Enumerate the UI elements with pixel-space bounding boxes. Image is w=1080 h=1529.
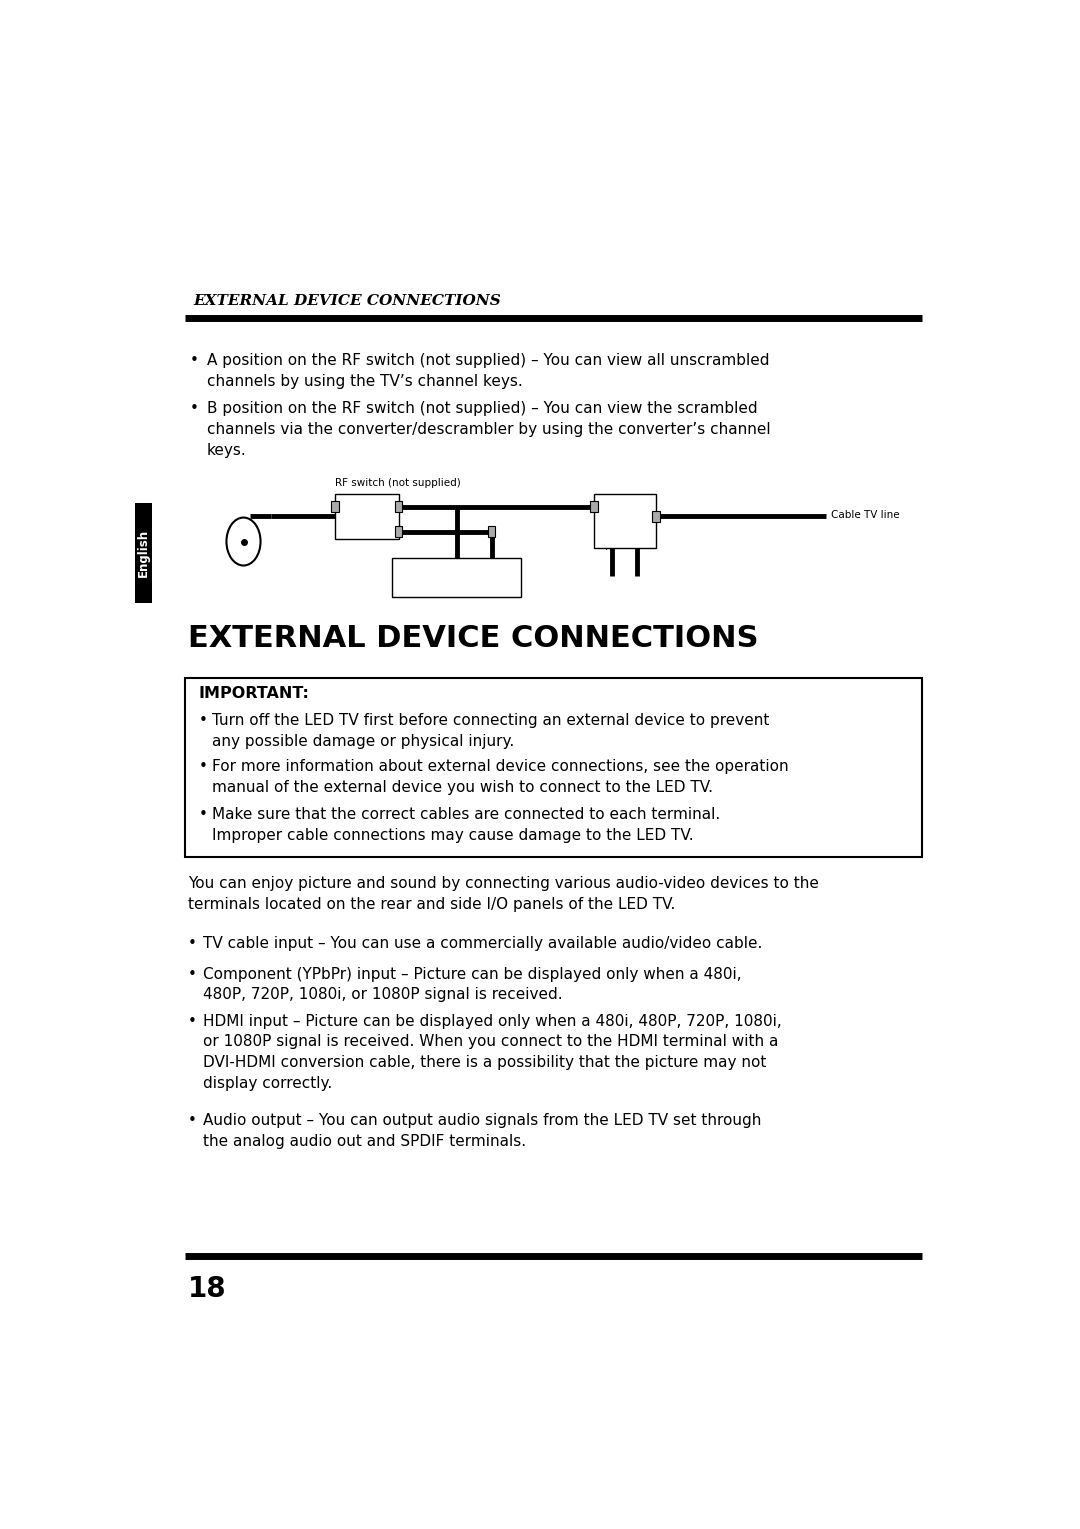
Bar: [135, 503, 152, 602]
Text: •: •: [189, 353, 198, 368]
Text: keys.: keys.: [207, 443, 247, 459]
Text: EXTERNAL DEVICE CONNECTIONS: EXTERNAL DEVICE CONNECTIONS: [188, 624, 758, 653]
Bar: [590, 502, 597, 512]
Text: Turn off the LED TV first before connecting an external device to prevent: Turn off the LED TV first before connect…: [213, 713, 770, 728]
Bar: [488, 526, 496, 537]
Text: •: •: [199, 760, 207, 775]
Text: DVI-HDMI conversion cable, there is a possibility that the picture may not: DVI-HDMI conversion cable, there is a po…: [203, 1055, 767, 1070]
Text: terminals located on the rear and side I/O panels of the LED TV.: terminals located on the rear and side I…: [188, 898, 675, 913]
Text: •: •: [189, 402, 198, 416]
Text: RF switch (not supplied): RF switch (not supplied): [335, 477, 461, 488]
Text: display correctly.: display correctly.: [203, 1076, 333, 1090]
Text: IN: IN: [379, 512, 388, 520]
Text: manual of the external device you wish to connect to the LED TV.: manual of the external device you wish t…: [213, 780, 714, 795]
Text: OUT: OUT: [340, 514, 355, 520]
Text: Improper cable connections may cause damage to the LED TV.: Improper cable connections may cause dam…: [213, 829, 694, 842]
Text: B: B: [368, 529, 376, 538]
Bar: [594, 494, 656, 547]
Text: or 1080P signal is received. When you connect to the HDMI terminal with a: or 1080P signal is received. When you co…: [203, 1034, 779, 1049]
Bar: [332, 502, 339, 512]
Text: Cable TV line: Cable TV line: [831, 509, 900, 520]
Bar: [394, 526, 403, 537]
Bar: [394, 502, 403, 512]
Bar: [392, 558, 521, 596]
Text: any possible damage or physical injury.: any possible damage or physical injury.: [213, 734, 515, 749]
Text: IMPORTANT:: IMPORTANT:: [199, 685, 310, 700]
Text: A position on the RF switch (not supplied) – You can view all unscrambled: A position on the RF switch (not supplie…: [207, 353, 770, 368]
Bar: [186, 677, 921, 858]
Text: 480P, 720P, 1080i, or 1080P signal is received.: 480P, 720P, 1080i, or 1080P signal is re…: [203, 988, 563, 1003]
Text: TV cable input – You can use a commercially available audio/video cable.: TV cable input – You can use a commercia…: [203, 936, 762, 951]
Text: •: •: [188, 936, 197, 951]
Text: B position on the RF switch (not supplied) – You can view the scrambled: B position on the RF switch (not supplie…: [207, 402, 758, 416]
Text: •: •: [188, 1113, 197, 1128]
Text: Cable TV
converter/descrambler
(Not supplied): Cable TV converter/descrambler (Not supp…: [394, 561, 498, 592]
Text: •: •: [188, 966, 197, 982]
Text: EXTERNAL DEVICE CONNECTIONS: EXTERNAL DEVICE CONNECTIONS: [193, 294, 501, 307]
Text: •: •: [199, 713, 207, 728]
Text: HDMI input – Picture can be displayed only when a 480i, 480P, 720P, 1080i,: HDMI input – Picture can be displayed on…: [203, 1014, 782, 1029]
Text: For more information about external device connections, see the operation: For more information about external devi…: [213, 760, 789, 775]
Text: Make sure that the correct cables are connected to each terminal.: Make sure that the correct cables are co…: [213, 807, 720, 823]
Text: Two-set
signal
splitter
(Not
supplied): Two-set signal splitter (Not supplied): [595, 495, 637, 549]
Text: •: •: [199, 807, 207, 823]
Bar: [652, 511, 660, 521]
Text: Component (YPbPr) input – Picture can be displayed only when a 480i,: Component (YPbPr) input – Picture can be…: [203, 966, 742, 982]
Text: channels by using the TV’s channel keys.: channels by using the TV’s channel keys.: [207, 373, 523, 388]
Bar: [335, 494, 399, 540]
Text: channels via the converter/descrambler by using the converter’s channel: channels via the converter/descrambler b…: [207, 422, 771, 437]
Text: Audio output – You can output audio signals from the LED TV set through: Audio output – You can output audio sign…: [203, 1113, 761, 1128]
Text: You can enjoy picture and sound by connecting various audio-video devices to the: You can enjoy picture and sound by conne…: [188, 876, 819, 891]
Text: •: •: [188, 1014, 197, 1029]
Text: 18: 18: [188, 1275, 227, 1303]
Text: the analog audio out and SPDIF terminals.: the analog audio out and SPDIF terminals…: [203, 1133, 526, 1148]
Text: A: A: [368, 498, 376, 509]
Text: English: English: [137, 529, 150, 576]
